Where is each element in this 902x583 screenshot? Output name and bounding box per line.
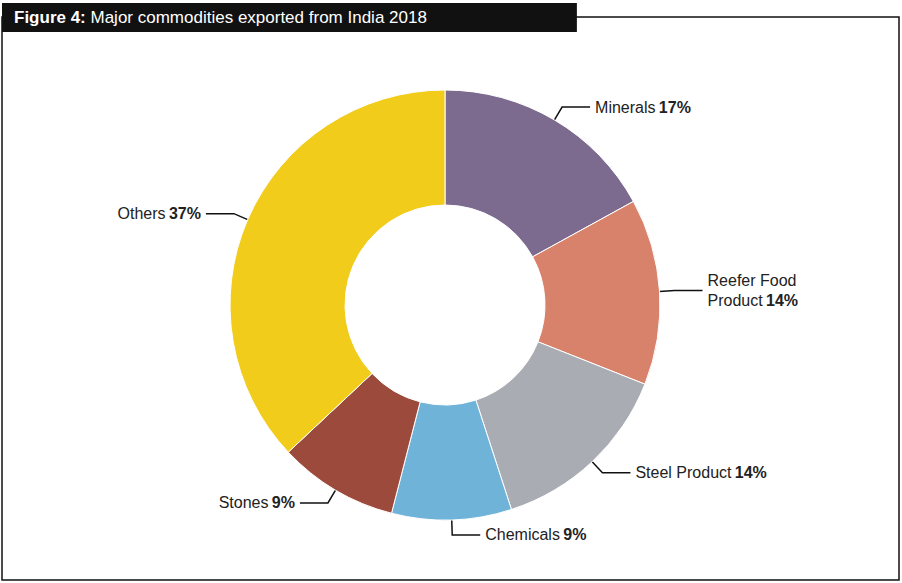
svg-text:Minerals: Minerals bbox=[595, 99, 655, 116]
svg-text:Reefer Food: Reefer Food bbox=[708, 272, 797, 289]
svg-text:14%: 14% bbox=[766, 292, 798, 309]
svg-text:Major commodities exported fro: Major commodities exported from India 20… bbox=[86, 8, 427, 27]
svg-text:Stones: Stones bbox=[219, 494, 269, 511]
svg-text:9%: 9% bbox=[563, 526, 586, 543]
svg-text:37%: 37% bbox=[169, 205, 201, 222]
svg-text:Product: Product bbox=[708, 292, 764, 309]
svg-text:17%: 17% bbox=[659, 99, 691, 116]
svg-text:14%: 14% bbox=[735, 464, 767, 481]
svg-text:Steel Product: Steel Product bbox=[635, 464, 732, 481]
svg-text:Figure 4:: Figure 4: bbox=[14, 8, 86, 27]
svg-text:Chemicals: Chemicals bbox=[485, 526, 560, 543]
svg-text:9%: 9% bbox=[272, 494, 295, 511]
svg-text:Others: Others bbox=[118, 205, 166, 222]
